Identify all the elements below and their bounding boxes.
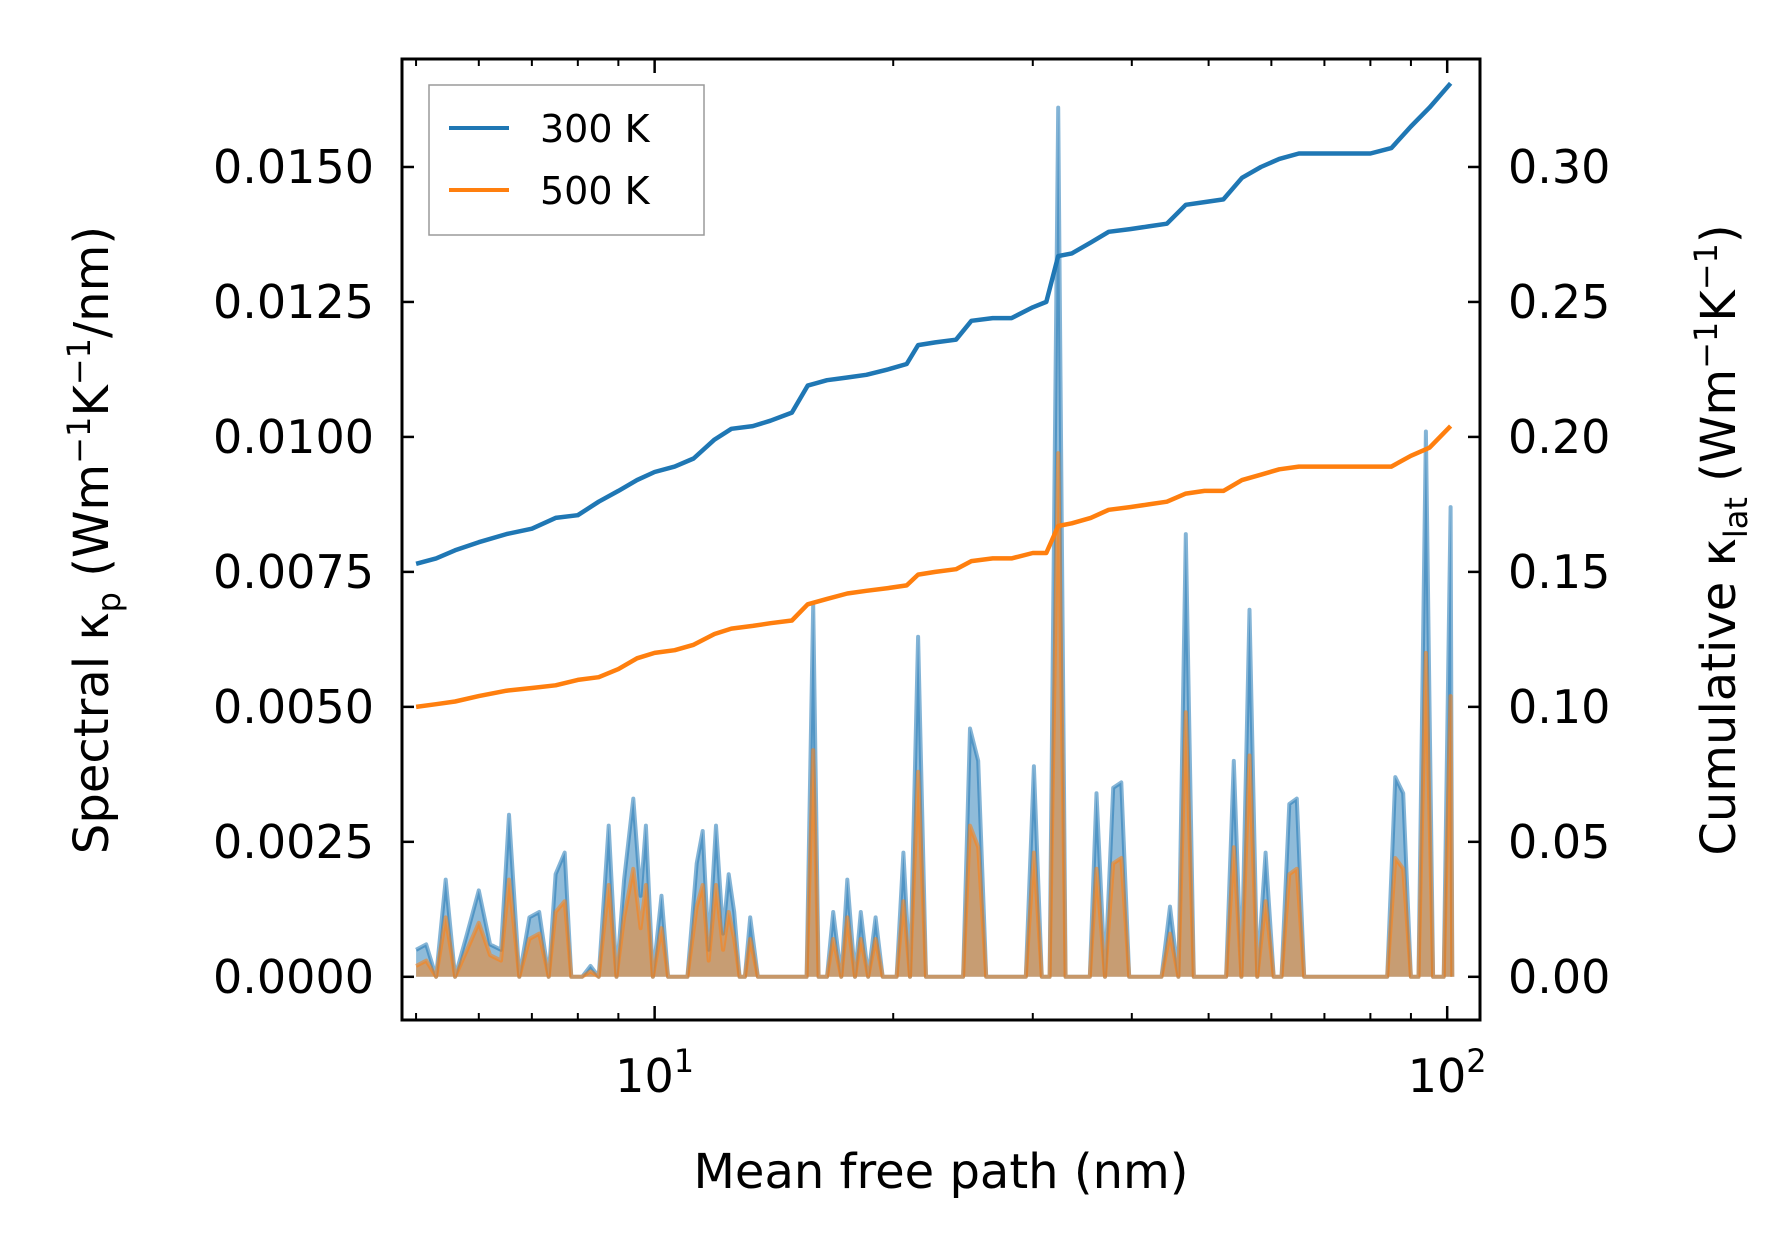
y-right-tick-label: 0.25 — [1508, 275, 1610, 329]
cumulative-line-300k — [415, 81, 1453, 566]
y-right-tick-label: 0.20 — [1508, 410, 1610, 464]
plot-frame — [400, 57, 1482, 1022]
y-right-tick-label: 0.30 — [1508, 140, 1610, 194]
x-tick-label: 101 — [615, 1042, 694, 1103]
svg-text:Mean free path (nm): Mean free path (nm) — [694, 1144, 1189, 1200]
svg-text:Spectral κp (Wm−1K−1/nm): Spectral κp (Wm−1K−1/nm) — [60, 226, 128, 854]
x-axis-title: Mean free path (nm) — [694, 1144, 1189, 1200]
legend-label-300k: 300 K — [540, 107, 651, 151]
y-left-tick-label: 0.0050 — [213, 680, 374, 734]
y-left-tick-label: 0.0150 — [213, 140, 374, 194]
y-left-tick-label: 0.0125 — [213, 275, 374, 329]
y-right-tick-label: 0.10 — [1508, 680, 1610, 734]
x-tick-label: 102 — [1408, 1042, 1487, 1103]
spectral-line-300k — [415, 105, 1455, 979]
legend-frame — [428, 84, 705, 236]
y-right-tick-label: 0.00 — [1508, 950, 1610, 1004]
legend-label-500k: 500 K — [540, 169, 651, 213]
svg-text:Cumulative κlat (Wm−1K−1): Cumulative κlat (Wm−1K−1) — [1687, 224, 1755, 855]
legend: 300 K 500 K — [428, 84, 705, 236]
y-left-tick-label: 0.0025 — [213, 815, 374, 869]
y-right-tick-label: 0.05 — [1508, 815, 1610, 869]
spectral-line-500k — [415, 451, 1455, 979]
y-axis-right-title: Cumulative κlat (Wm−1K−1) — [1687, 224, 1755, 855]
cumulative-line-500k — [415, 424, 1453, 710]
y-right-tick-label: 0.15 — [1508, 545, 1610, 599]
y-left-tick-label: 0.0075 — [213, 545, 374, 599]
y-left-tick-label: 0.0000 — [213, 950, 374, 1004]
y-axis-left-title: Spectral κp (Wm−1K−1/nm) — [60, 226, 128, 854]
y-left-tick-label: 0.0100 — [213, 410, 374, 464]
